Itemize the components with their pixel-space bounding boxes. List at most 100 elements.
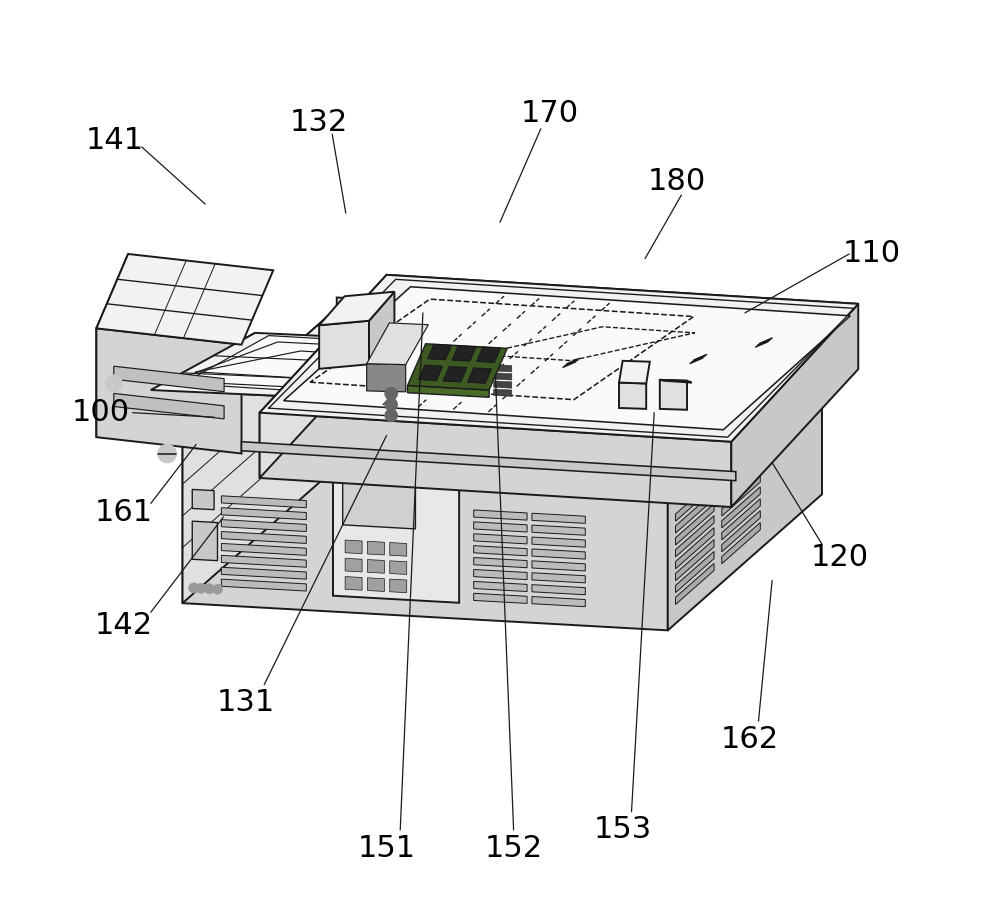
Polygon shape [474, 510, 527, 520]
Polygon shape [367, 578, 384, 591]
Polygon shape [532, 549, 585, 559]
Polygon shape [114, 366, 224, 392]
Polygon shape [345, 540, 362, 553]
Text: 152: 152 [485, 834, 543, 863]
Text: 142: 142 [95, 611, 153, 640]
Circle shape [106, 375, 122, 392]
Polygon shape [474, 570, 527, 580]
Polygon shape [494, 381, 512, 388]
Polygon shape [284, 287, 850, 430]
Polygon shape [221, 496, 306, 508]
Polygon shape [474, 546, 527, 556]
Text: 170: 170 [521, 99, 579, 128]
Polygon shape [660, 380, 692, 383]
Text: 132: 132 [289, 108, 348, 137]
Polygon shape [474, 593, 527, 603]
Text: 162: 162 [720, 725, 778, 754]
Polygon shape [151, 390, 409, 452]
Polygon shape [337, 297, 822, 333]
Polygon shape [242, 442, 736, 481]
Polygon shape [676, 540, 714, 580]
Polygon shape [345, 577, 362, 590]
Text: 141: 141 [85, 126, 144, 155]
Polygon shape [676, 551, 714, 592]
Polygon shape [192, 490, 214, 510]
Polygon shape [722, 522, 760, 563]
Polygon shape [619, 361, 650, 384]
Polygon shape [722, 511, 760, 551]
Polygon shape [474, 533, 527, 544]
Text: 100: 100 [72, 398, 130, 427]
Polygon shape [221, 532, 306, 543]
Polygon shape [343, 473, 415, 529]
Polygon shape [722, 451, 760, 493]
Polygon shape [367, 364, 406, 392]
Polygon shape [319, 321, 369, 369]
Polygon shape [722, 439, 760, 481]
Polygon shape [532, 525, 585, 535]
Polygon shape [367, 323, 428, 365]
Text: 153: 153 [593, 815, 652, 844]
Text: 161: 161 [95, 498, 153, 527]
Polygon shape [221, 543, 306, 555]
Circle shape [204, 584, 214, 594]
Polygon shape [427, 344, 452, 360]
Polygon shape [731, 304, 858, 507]
Polygon shape [260, 275, 858, 442]
Polygon shape [192, 522, 217, 561]
Polygon shape [114, 394, 224, 419]
Polygon shape [151, 333, 255, 440]
Polygon shape [452, 346, 476, 361]
Polygon shape [319, 292, 394, 326]
Circle shape [189, 583, 199, 593]
Polygon shape [407, 344, 507, 390]
Polygon shape [443, 366, 467, 382]
Polygon shape [722, 475, 760, 516]
Polygon shape [676, 480, 714, 522]
Text: 180: 180 [648, 167, 706, 196]
Polygon shape [676, 528, 714, 569]
Polygon shape [260, 413, 731, 507]
Polygon shape [532, 561, 585, 571]
Polygon shape [619, 383, 646, 409]
Polygon shape [407, 385, 489, 397]
Circle shape [385, 398, 398, 411]
Polygon shape [369, 292, 394, 365]
Polygon shape [221, 580, 306, 591]
Polygon shape [494, 389, 512, 396]
Polygon shape [96, 254, 273, 345]
Text: 120: 120 [811, 543, 869, 572]
Polygon shape [467, 368, 492, 384]
Polygon shape [345, 559, 362, 572]
Circle shape [385, 387, 398, 400]
Polygon shape [474, 522, 527, 532]
Polygon shape [494, 373, 512, 380]
Polygon shape [367, 560, 384, 573]
Polygon shape [474, 558, 527, 568]
Polygon shape [390, 579, 407, 592]
Polygon shape [722, 463, 760, 504]
Circle shape [196, 583, 206, 593]
Polygon shape [183, 308, 822, 472]
Circle shape [158, 444, 176, 463]
Polygon shape [532, 597, 585, 607]
Polygon shape [221, 567, 306, 580]
Polygon shape [722, 487, 760, 528]
Polygon shape [390, 561, 407, 574]
Polygon shape [676, 492, 714, 533]
Polygon shape [494, 365, 512, 372]
Polygon shape [532, 513, 585, 523]
Polygon shape [474, 581, 527, 591]
Polygon shape [183, 336, 505, 397]
Polygon shape [221, 508, 306, 520]
Polygon shape [367, 541, 384, 555]
Polygon shape [96, 254, 128, 437]
Polygon shape [476, 346, 501, 363]
Polygon shape [183, 308, 337, 603]
Polygon shape [676, 516, 714, 557]
Polygon shape [418, 365, 443, 381]
Text: 151: 151 [358, 834, 416, 863]
Polygon shape [183, 444, 668, 630]
Polygon shape [221, 555, 306, 567]
Polygon shape [333, 465, 459, 603]
